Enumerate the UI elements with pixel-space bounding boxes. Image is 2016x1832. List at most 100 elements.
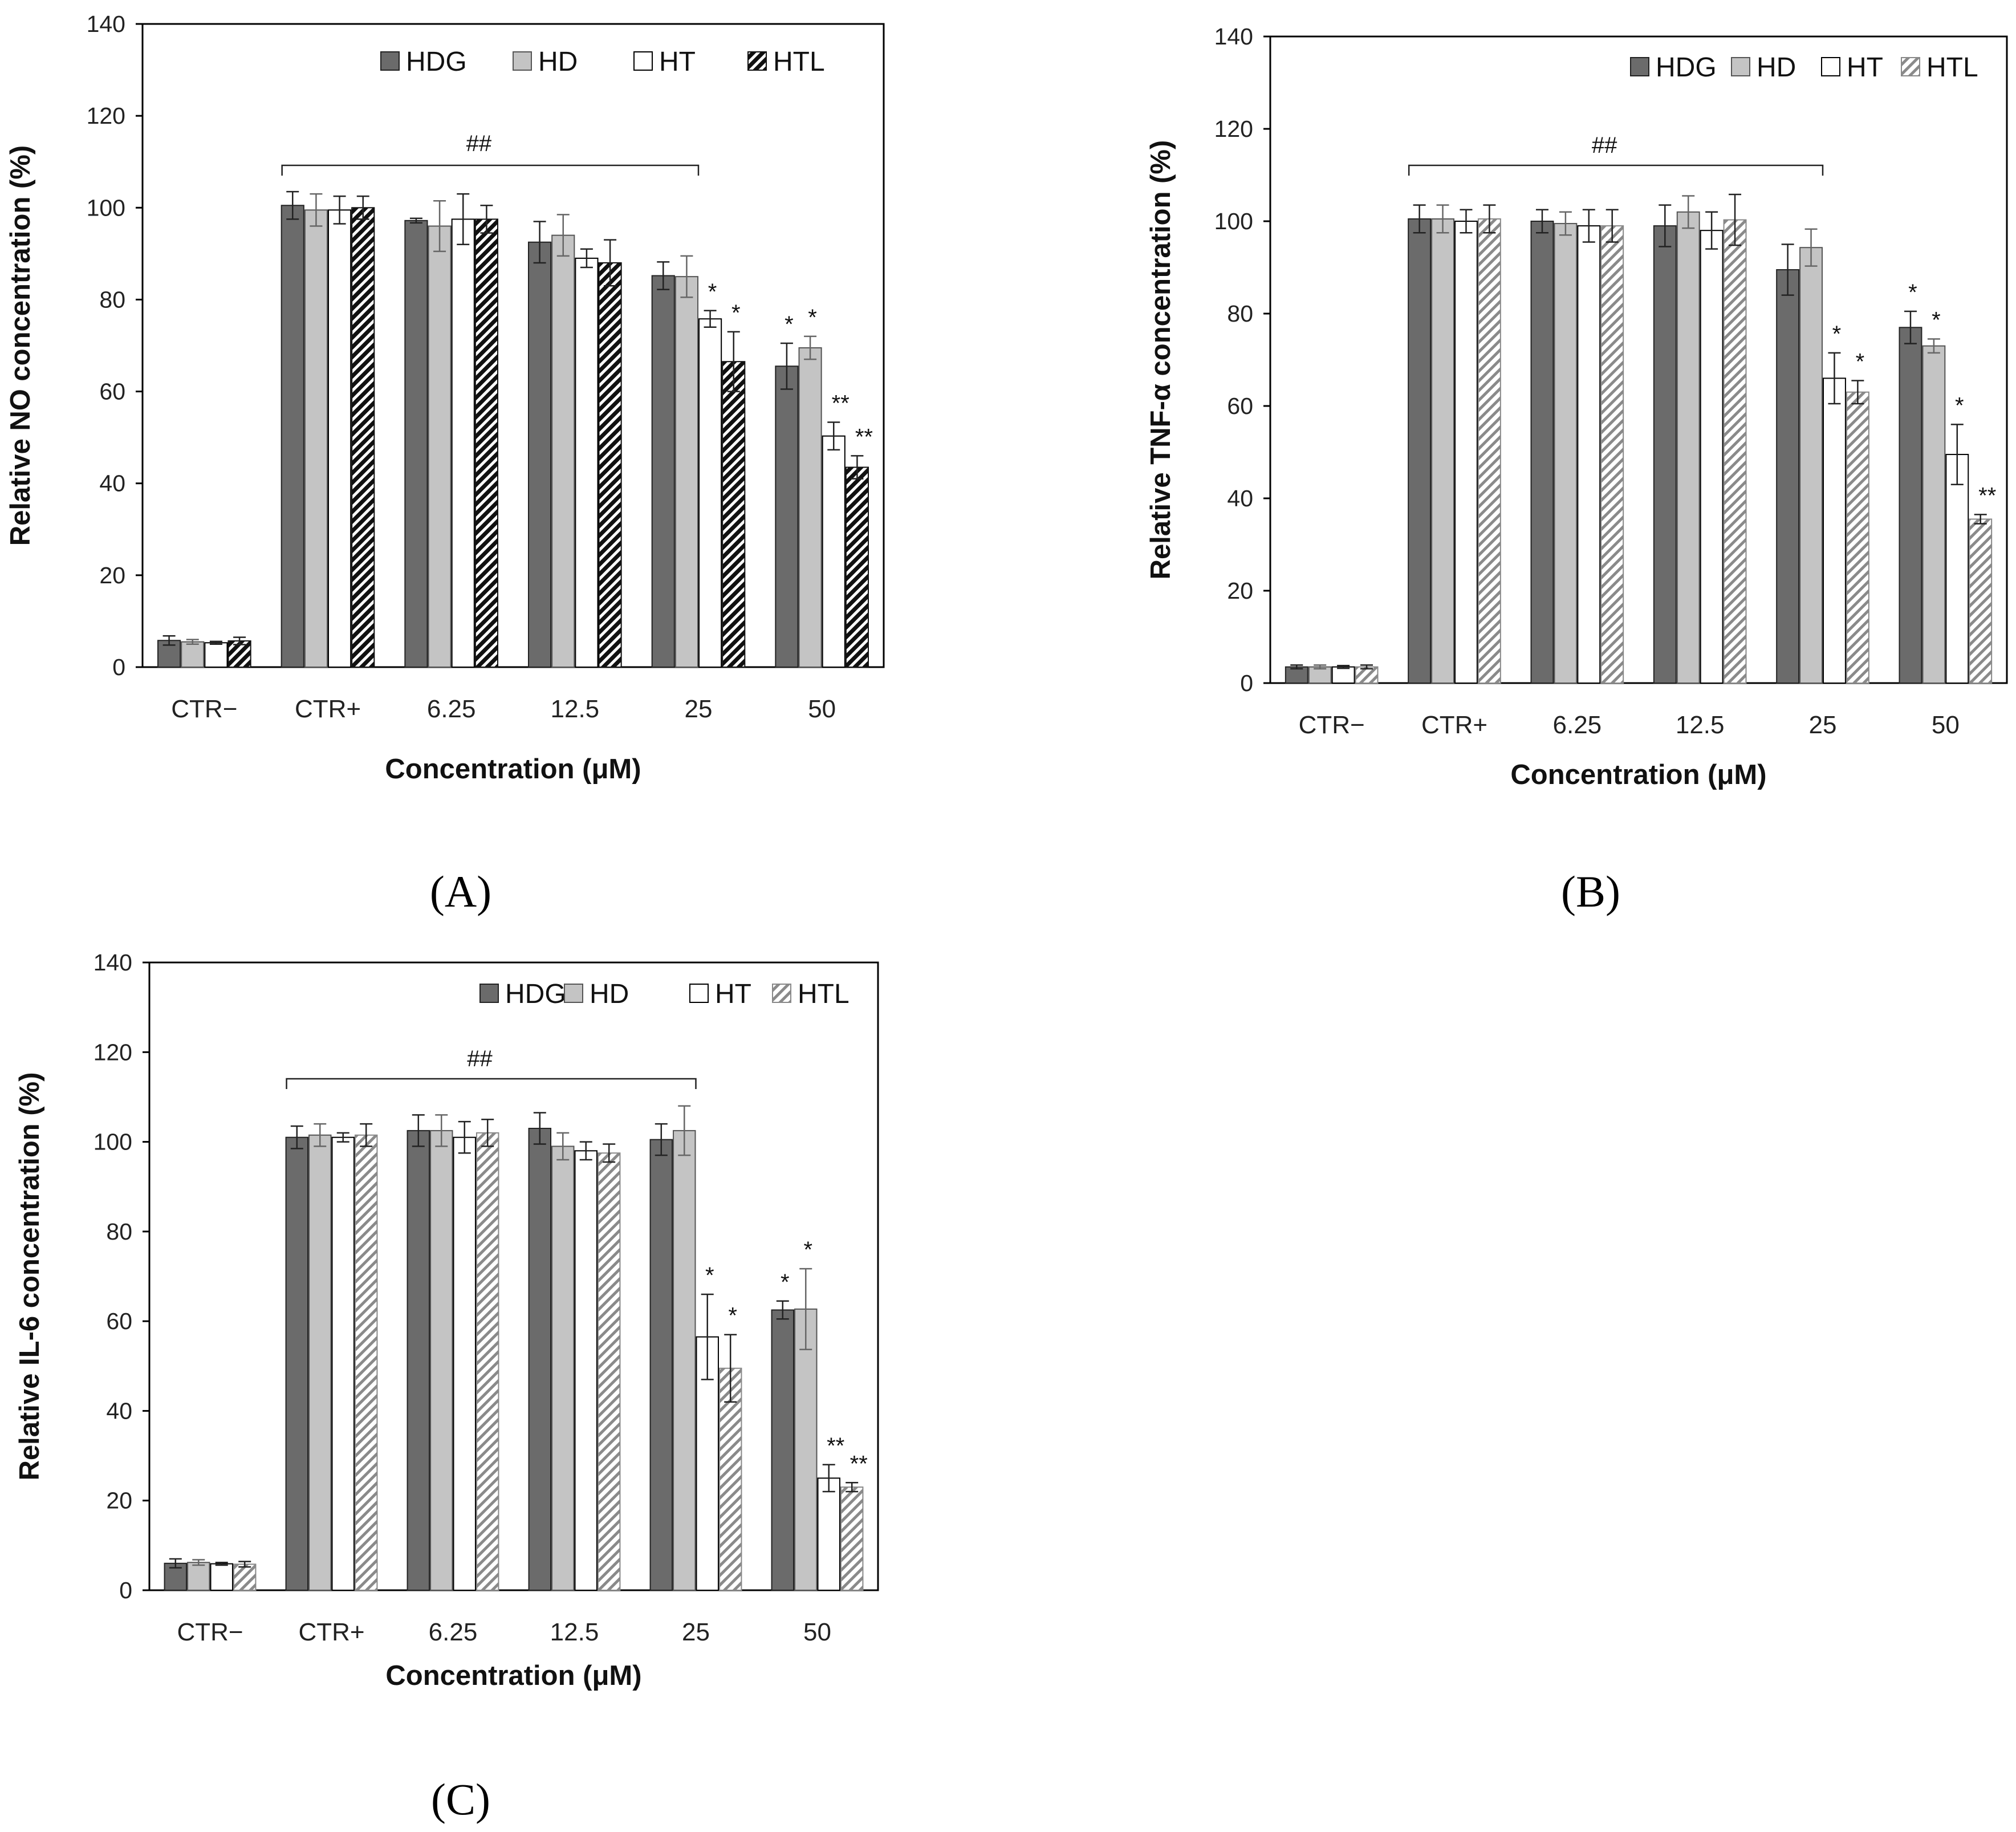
legend-label-hd-c: HD (590, 979, 629, 1009)
bar-htl-c (354, 1134, 378, 1591)
bar-hdg-a (775, 365, 799, 668)
x-category-label-a: 6.25 (427, 695, 476, 723)
significance-mark-ht-a: * (708, 279, 717, 304)
y-axis-title-c: Relative IL-6 concentration (%) (14, 1072, 45, 1480)
y-tick-label-b: 120 (1214, 116, 1253, 142)
x-category-label-c: CTR− (177, 1618, 243, 1646)
legend-label-htl-c: HTL (798, 979, 850, 1009)
panel-label-a: (A) (430, 867, 491, 916)
y-tick-label-a: 40 (99, 470, 125, 497)
bar-htl-c (233, 1563, 257, 1591)
significance-mark-ht-c: * (705, 1263, 714, 1288)
bar-hd-c (673, 1130, 696, 1591)
bar-htl-b (1477, 218, 1501, 684)
bar-hd-b (1922, 345, 1946, 684)
legend-label-hdg-c: HDG (505, 979, 566, 1009)
legend-label-hd-b: HD (1757, 52, 1796, 83)
bar-hdg-c (528, 1127, 552, 1591)
legend-swatch-hd-c (564, 984, 583, 1003)
y-tick-label-b: 100 (1214, 208, 1253, 234)
legend-swatch-htl-a (747, 51, 767, 71)
y-tick-label-c: 80 (106, 1218, 132, 1245)
bar-hd-a (674, 276, 699, 668)
significance-bracket-a (281, 164, 700, 176)
significance-bracket-label-b: ## (1592, 133, 1617, 158)
significance-mark-hd-b: * (1932, 308, 1941, 333)
bar-ht-c (331, 1136, 355, 1591)
legend-swatch-hd-b (1731, 57, 1750, 76)
x-category-label-b: CTR+ (1421, 711, 1487, 739)
legend-label-htl-b: HTL (1926, 52, 1978, 83)
x-category-label-a: 50 (808, 695, 836, 723)
x-category-label-a: 12.5 (551, 695, 600, 723)
x-category-label-b: 50 (1932, 711, 1960, 739)
y-tick-label-b: 60 (1227, 393, 1253, 419)
x-category-label-c: CTR+ (298, 1618, 364, 1646)
x-category-label-c: 50 (803, 1618, 831, 1646)
bar-ht-b (1823, 377, 1846, 684)
x-category-label-b: CTR− (1299, 711, 1365, 739)
bar-htl-b (1846, 391, 1869, 684)
legend-label-ht-a: HT (659, 47, 696, 77)
bar-ht-b (1331, 666, 1355, 684)
panel-label-c: (C) (431, 1774, 490, 1824)
bar-ht-c (817, 1477, 840, 1591)
significance-mark-hdg-a: * (785, 312, 794, 337)
bar-hd-c (551, 1145, 575, 1591)
bar-hdg-c (649, 1139, 673, 1591)
bar-ht-c (453, 1136, 476, 1591)
y-tick-label-a: 140 (87, 11, 125, 37)
significance-mark-hdg-c: * (781, 1270, 790, 1295)
legend-label-ht-c: HT (715, 979, 751, 1009)
significance-mark-hd-a: * (808, 305, 817, 330)
legend-swatch-ht-a (633, 51, 653, 71)
y-tick-label-a: 60 (99, 379, 125, 405)
significance-mark-hd-c: * (803, 1237, 812, 1262)
legend-swatch-ht-c (689, 984, 709, 1003)
bar-hdg-b (1530, 221, 1554, 684)
bar-htl-b (1969, 518, 1993, 684)
significance-mark-hdg-b: * (1908, 280, 1917, 305)
bar-hd-c (794, 1308, 818, 1591)
legend-swatch-htl-b (1901, 57, 1920, 76)
bar-hd-b (1308, 666, 1332, 684)
x-category-label-a: CTR+ (295, 695, 361, 723)
significance-bracket-b (1408, 164, 1824, 176)
bar-ht-a (451, 218, 475, 668)
significance-mark-htl-c: * (728, 1303, 737, 1329)
bar-ht-a (698, 318, 722, 668)
y-axis-title-b: Relative TNF-α concentration (%) (1145, 140, 1176, 580)
bar-htl-a (351, 207, 375, 668)
legend-label-htl-a: HTL (773, 47, 825, 77)
bar-htl-c (718, 1367, 742, 1591)
bar-hd-c (187, 1562, 210, 1591)
bar-htl-b (1723, 219, 1747, 684)
bar-hd-b (1554, 223, 1578, 684)
significance-mark-htl-c: ** (850, 1451, 868, 1476)
y-tick-label-a: 0 (112, 654, 125, 680)
bar-ht-a (575, 257, 599, 668)
y-tick-label-c: 140 (94, 949, 132, 976)
y-tick-label-a: 120 (87, 103, 125, 129)
bar-hdg-b (1899, 327, 1922, 684)
y-tick-label-c: 100 (94, 1129, 132, 1155)
bar-htl-c (840, 1486, 864, 1591)
y-tick-label-c: 60 (106, 1308, 132, 1334)
y-tick-label-b: 0 (1240, 670, 1253, 696)
bar-ht-a (822, 435, 846, 668)
y-tick-label-b: 140 (1214, 23, 1253, 50)
legend-swatch-htl-c (772, 984, 791, 1003)
x-category-label-c: 25 (682, 1618, 710, 1646)
legend-label-hdg-b: HDG (1656, 52, 1717, 83)
significance-bracket-label-c: ## (467, 1046, 493, 1071)
y-tick-label-a: 100 (87, 194, 125, 221)
y-tick-label-c: 120 (94, 1039, 132, 1065)
significance-bracket-label-a: ## (466, 131, 492, 156)
bar-hd-b (1676, 211, 1700, 684)
significance-bracket-c (286, 1078, 697, 1089)
legend-label-hdg-a: HDG (406, 47, 467, 77)
significance-mark-htl-b: * (1856, 349, 1865, 374)
